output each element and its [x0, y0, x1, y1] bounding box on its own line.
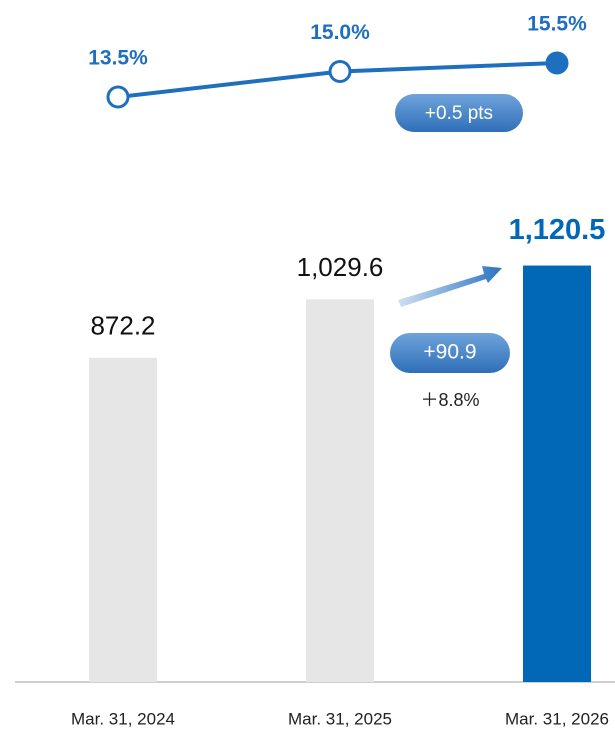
- marker: [106, 85, 130, 109]
- bar: [306, 299, 374, 682]
- badge: [395, 94, 523, 132]
- marker: [545, 51, 569, 75]
- annotation: +90.9: [423, 341, 476, 364]
- x-tick-label: Mar. 31, 2024: [71, 709, 175, 728]
- x-tick-label: Mar. 31, 2025: [288, 709, 392, 728]
- annotation: +0.5 pts: [425, 103, 493, 124]
- data-label: 15.5%: [527, 13, 587, 36]
- data-label: 1,120.5: [509, 214, 606, 246]
- arrow: [398, 266, 502, 307]
- bar: [89, 357, 157, 682]
- data-label: 1,029.6: [297, 252, 384, 282]
- data-label: 872.2: [90, 311, 155, 341]
- bar: [523, 265, 591, 682]
- data-label: 15.0%: [310, 21, 370, 44]
- x-tick-label: Mar. 31, 2026: [505, 709, 609, 728]
- badge: [390, 333, 510, 373]
- annotation: ＋8.8%: [420, 390, 479, 410]
- data-label: 13.5%: [88, 47, 148, 70]
- marker: [328, 60, 352, 83]
